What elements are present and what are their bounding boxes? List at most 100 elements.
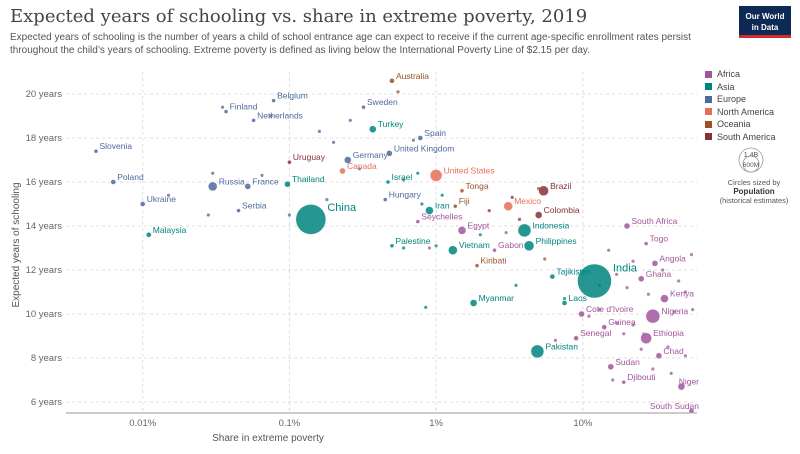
data-point-poland[interactable]	[110, 179, 116, 185]
data-point[interactable]	[287, 213, 292, 217]
data-point[interactable]	[631, 259, 635, 263]
data-point[interactable]	[424, 305, 428, 309]
data-point-kenya[interactable]	[660, 294, 669, 303]
data-point[interactable]	[661, 268, 665, 272]
data-point[interactable]	[269, 114, 273, 118]
data-point-iran[interactable]	[425, 206, 434, 215]
data-point[interactable]	[416, 171, 420, 175]
data-point[interactable]	[357, 167, 362, 171]
data-point-south-sudan[interactable]	[688, 408, 695, 414]
data-point-chad[interactable]	[655, 352, 663, 359]
data-point[interactable]	[622, 332, 626, 336]
data-point-mexico[interactable]	[503, 201, 513, 211]
data-point-myanmar[interactable]	[469, 299, 478, 307]
legend-item-europe[interactable]: Europe	[705, 93, 795, 105]
data-point-china[interactable]	[295, 204, 327, 235]
data-point[interactable]	[683, 290, 687, 294]
data-point[interactable]	[517, 217, 522, 221]
data-point[interactable]	[331, 140, 336, 144]
data-point-pakistan[interactable]	[530, 344, 545, 359]
data-point-tonga[interactable]	[459, 188, 465, 194]
data-point[interactable]	[514, 283, 518, 287]
data-point-ethiopia[interactable]	[640, 332, 652, 344]
data-point-spain[interactable]	[417, 135, 423, 141]
data-point-angola[interactable]	[651, 260, 659, 267]
data-point-cote-d-ivoire[interactable]	[578, 310, 585, 318]
data-point[interactable]	[166, 193, 171, 197]
data-point[interactable]	[677, 279, 681, 283]
data-point[interactable]	[666, 345, 670, 349]
data-point-slovenia[interactable]	[93, 148, 99, 154]
data-point-sweden[interactable]	[361, 104, 366, 110]
data-point-djibouti[interactable]	[621, 380, 626, 385]
data-point[interactable]	[401, 178, 406, 182]
data-point-finland[interactable]	[223, 109, 229, 114]
data-point[interactable]	[420, 202, 424, 206]
data-point-turkey[interactable]	[369, 125, 377, 133]
data-point-israel[interactable]	[385, 179, 391, 185]
owid-logo[interactable]: Our World in Data	[739, 6, 791, 38]
data-point-seychelles[interactable]	[415, 219, 420, 224]
data-point-hungary[interactable]	[383, 197, 388, 202]
legend-item-oceania[interactable]: Oceania	[705, 118, 795, 130]
data-point[interactable]	[562, 297, 567, 301]
data-point-gabon[interactable]	[492, 247, 497, 253]
data-point[interactable]	[611, 378, 615, 382]
data-point[interactable]	[646, 292, 651, 296]
data-point[interactable]	[396, 90, 400, 94]
data-point[interactable]	[669, 371, 673, 375]
data-point[interactable]	[543, 257, 547, 261]
data-point[interactable]	[683, 354, 687, 358]
data-point[interactable]	[631, 323, 635, 327]
data-point[interactable]	[691, 308, 695, 312]
data-point[interactable]	[615, 272, 619, 276]
data-point[interactable]	[587, 314, 591, 318]
data-point[interactable]	[348, 118, 352, 122]
data-point[interactable]	[411, 138, 416, 142]
data-point-senegal[interactable]	[573, 335, 579, 341]
legend-item-africa[interactable]: Africa	[705, 68, 795, 80]
data-point-philippines[interactable]	[523, 240, 535, 252]
data-point[interactable]	[401, 246, 406, 250]
data-point[interactable]	[434, 244, 438, 248]
data-point[interactable]	[672, 310, 676, 314]
data-point[interactable]	[607, 248, 611, 252]
data-point-togo[interactable]	[643, 241, 649, 246]
data-point-south-africa[interactable]	[623, 222, 631, 230]
data-point-united-states[interactable]	[429, 169, 443, 182]
data-point-ghana[interactable]	[638, 275, 645, 282]
data-point[interactable]	[211, 171, 215, 175]
data-point-uruguay[interactable]	[287, 159, 292, 165]
data-point[interactable]	[206, 213, 210, 217]
data-point[interactable]	[597, 308, 602, 312]
data-point-india[interactable]	[577, 263, 612, 299]
data-point-egypt[interactable]	[457, 226, 467, 235]
data-point-malaysia[interactable]	[146, 232, 152, 238]
data-point[interactable]	[260, 173, 264, 177]
data-point[interactable]	[325, 198, 329, 202]
data-point-fiji[interactable]	[453, 203, 458, 209]
data-point[interactable]	[689, 253, 694, 257]
data-point[interactable]	[651, 367, 655, 371]
data-point-germany[interactable]	[344, 156, 352, 164]
data-point-nigeria[interactable]	[645, 309, 661, 324]
data-point[interactable]	[440, 193, 444, 197]
data-point[interactable]	[220, 105, 225, 109]
data-point[interactable]	[639, 347, 643, 351]
data-point-kiribati[interactable]	[474, 263, 480, 268]
data-point[interactable]	[615, 321, 619, 325]
data-point[interactable]	[317, 129, 321, 133]
data-point-tajikistan[interactable]	[549, 273, 556, 280]
data-point-brazil[interactable]	[538, 185, 549, 197]
legend-item-asia[interactable]: Asia	[705, 81, 795, 93]
data-point[interactable]	[504, 231, 508, 235]
data-point-united-kingdom[interactable]	[386, 150, 393, 157]
data-point-vietnam[interactable]	[448, 245, 458, 255]
data-point[interactable]	[478, 233, 482, 237]
data-point-france[interactable]	[244, 183, 251, 190]
data-point-niger[interactable]	[677, 382, 686, 391]
data-point[interactable]	[553, 338, 557, 342]
data-point-laos[interactable]	[561, 300, 568, 306]
data-point-russia[interactable]	[208, 181, 218, 192]
data-point[interactable]	[625, 286, 629, 290]
